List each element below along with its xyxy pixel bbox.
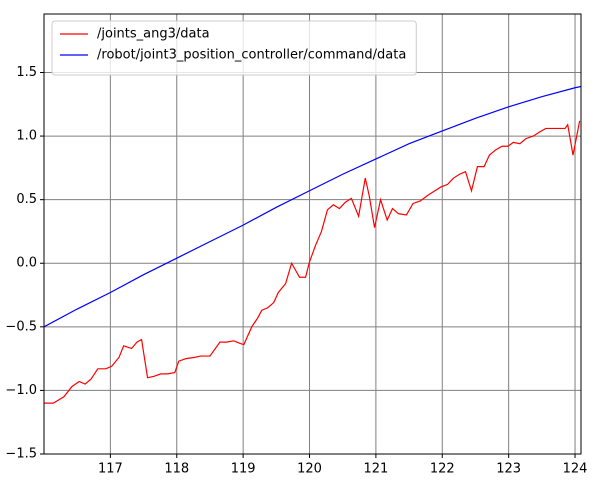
grid (44, 14, 581, 455)
legend: /joints_ang3/data/robot/joint3_position_… (51, 20, 417, 76)
plot-lines (44, 85, 581, 404)
x-tick-label: 121 (363, 462, 388, 477)
y-tick-label: 0.5 (16, 192, 37, 207)
x-tick-label: 124 (563, 462, 588, 477)
x-tick-label: 122 (430, 462, 455, 477)
y-tick-label: −1.0 (5, 383, 37, 398)
y-tick-label: −1.5 (5, 447, 37, 462)
axes-frame (43, 13, 582, 455)
x-tick-label: 119 (231, 462, 256, 477)
y-tick-label: 1.5 (16, 65, 37, 80)
series-line (44, 120, 581, 404)
legend-label: /robot/joint3_position_controller/comman… (97, 48, 406, 63)
x-tick-label: 123 (496, 462, 521, 477)
x-tick-label: 117 (98, 462, 123, 477)
legend-label: /joints_ang3/data (97, 27, 210, 42)
series-line (44, 85, 581, 328)
y-tick-label: 0.0 (16, 256, 37, 271)
y-tick-label: 1.0 (16, 129, 37, 144)
legend-box (51, 20, 417, 76)
y-tick-label: −0.5 (5, 319, 37, 334)
ticks: 117 118 119 120 121 122 123 124 −1.5 −1.0 −0.5 0.0 0… (5, 65, 587, 477)
x-tick-label: 118 (164, 462, 189, 477)
x-tick-label: 120 (297, 462, 322, 477)
